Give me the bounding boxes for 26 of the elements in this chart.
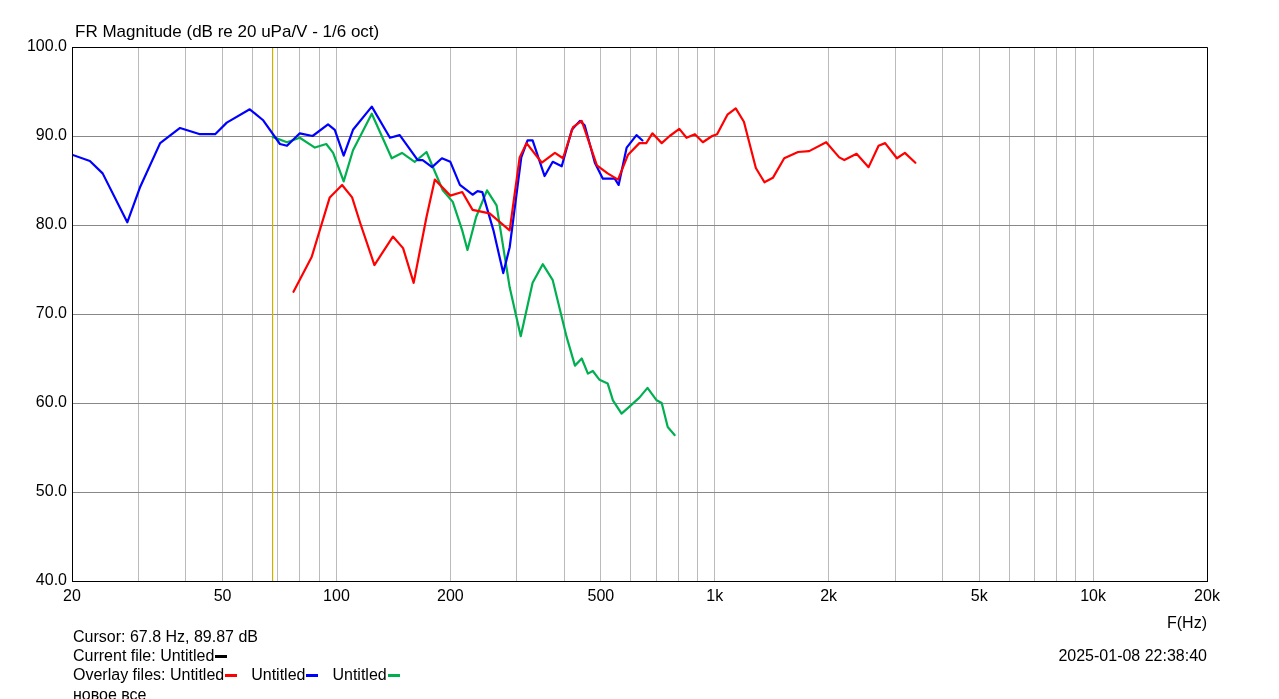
text: Current file: Untitled [73, 647, 216, 665]
x-tick-label: 2k [820, 587, 839, 605]
y-tick-label: 60.0 [35, 393, 68, 411]
legend-label: Untitled [332, 666, 387, 683]
y-tick-label: 40.0 [35, 571, 68, 589]
text: Cursor: 67.8 Hz, 89.87 dB [73, 628, 258, 646]
y-tick-label: 50.0 [35, 482, 68, 500]
x-tick-label: 100 [323, 587, 350, 605]
text: 2025-01-08 22:38:40 [1058, 647, 1207, 665]
x-tick-label: 5k [970, 587, 989, 605]
legend-title: Overlay files: [73, 666, 166, 683]
x-tick-label: 10k [1080, 587, 1108, 605]
x-axis-title: F(Hz) [1167, 614, 1207, 632]
x-tick-label: 20k [1194, 587, 1221, 605]
y-tick-label: 80.0 [35, 215, 68, 233]
x-tick-label: 50 [213, 587, 232, 605]
y-tick-label: 70.0 [35, 304, 68, 322]
x-tick-label: 20 [63, 587, 81, 605]
legend-label: Untitled [169, 666, 225, 683]
x-tick-label: 500 [587, 587, 615, 605]
y-tick-label: 90.0 [35, 126, 68, 144]
legend-label: Untitled [251, 666, 306, 683]
chart-title: FR Magnitude (dB re 20 uPa/V - 1/6 oct) [75, 22, 380, 42]
y-tick-label: 100.0 [26, 37, 68, 55]
x-tick-label: 200 [436, 587, 464, 605]
x-tick-label: 1k [706, 587, 725, 605]
